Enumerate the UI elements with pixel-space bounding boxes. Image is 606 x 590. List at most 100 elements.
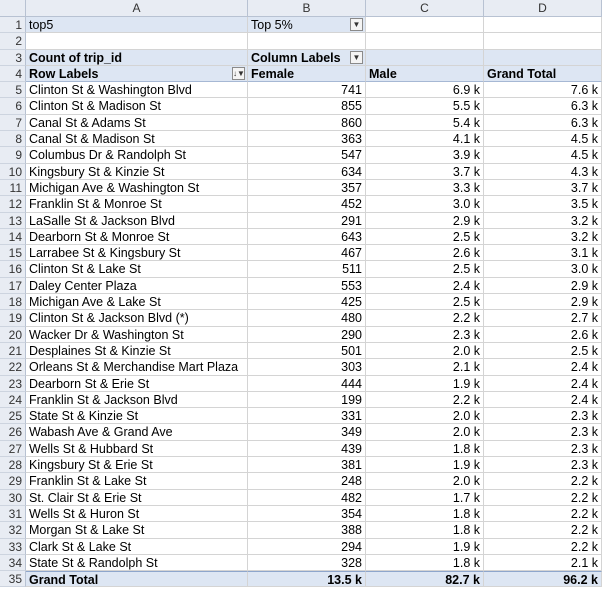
cell[interactable]	[484, 49, 602, 66]
female-count[interactable]: 482	[248, 489, 366, 506]
filter-icon[interactable]: ▼	[350, 50, 363, 64]
male-count[interactable]: 6.9 k	[366, 82, 484, 99]
row-header[interactable]: 2	[0, 33, 26, 50]
row-header[interactable]: 31	[0, 505, 26, 523]
row-label[interactable]: Wells St & Huron St	[26, 505, 248, 523]
grand-total-count[interactable]: 2.4 k	[484, 359, 602, 376]
male-count[interactable]: 2.4 k	[366, 277, 484, 295]
row-header[interactable]: 19	[0, 310, 26, 327]
row-label[interactable]: Desplaines St & Kinzie St	[26, 342, 248, 360]
row-header[interactable]: 9	[0, 147, 26, 164]
row-header[interactable]: 4	[0, 65, 26, 83]
row-label[interactable]: Michigan Ave & Lake St	[26, 294, 248, 311]
grand-total-count[interactable]: 3.0 k	[484, 261, 602, 278]
row-header[interactable]: 3	[0, 49, 26, 66]
row-label[interactable]: Dearborn St & Erie St	[26, 375, 248, 392]
grand-total-count[interactable]: 4.5 k	[484, 147, 602, 164]
female-count[interactable]: 388	[248, 522, 366, 539]
male-count[interactable]: 5.5 k	[366, 98, 484, 115]
row-label[interactable]: Columbus Dr & Randolph St	[26, 147, 248, 164]
male-count[interactable]: 1.8 k	[366, 440, 484, 458]
row-label[interactable]: Larrabee St & Kingsbury St	[26, 245, 248, 262]
male-count[interactable]: 1.7 k	[366, 489, 484, 506]
female-count[interactable]: 349	[248, 424, 366, 441]
grand-total-count[interactable]: 2.2 k	[484, 522, 602, 539]
column-header-c[interactable]: C	[366, 0, 484, 17]
row-label[interactable]: Clinton St & Washington Blvd	[26, 82, 248, 99]
grand-total-count[interactable]: 2.5 k	[484, 342, 602, 360]
column-header-a[interactable]: A	[26, 0, 248, 17]
row-label[interactable]: Wells St & Hubbard St	[26, 440, 248, 458]
male-count[interactable]: 2.6 k	[366, 245, 484, 262]
filter-value-cell[interactable]: Top 5% ▼	[248, 17, 366, 34]
filter-field-label[interactable]: top5	[26, 17, 248, 34]
grand-total-count[interactable]: 2.6 k	[484, 326, 602, 343]
male-count[interactable]: 2.5 k	[366, 294, 484, 311]
grand-total-count[interactable]: 2.9 k	[484, 294, 602, 311]
row-header[interactable]: 11	[0, 179, 26, 197]
male-count[interactable]: 2.2 k	[366, 391, 484, 409]
male-count[interactable]: 2.0 k	[366, 408, 484, 425]
row-header[interactable]: 5	[0, 82, 26, 99]
female-count[interactable]: 290	[248, 326, 366, 343]
male-count[interactable]: 2.0 k	[366, 424, 484, 441]
column-header-d[interactable]: D	[484, 0, 602, 17]
male-count[interactable]: 1.9 k	[366, 375, 484, 392]
male-count[interactable]: 1.8 k	[366, 505, 484, 523]
female-count[interactable]: 860	[248, 114, 366, 132]
row-label[interactable]: Canal St & Adams St	[26, 114, 248, 132]
row-header[interactable]: 23	[0, 375, 26, 392]
header-male[interactable]: Male	[366, 65, 484, 83]
row-header[interactable]: 1	[0, 17, 26, 34]
row-header[interactable]: 20	[0, 326, 26, 343]
row-header[interactable]: 28	[0, 457, 26, 474]
female-count[interactable]: 363	[248, 131, 366, 148]
row-header[interactable]: 25	[0, 408, 26, 425]
row-header[interactable]: 22	[0, 359, 26, 376]
row-header[interactable]: 30	[0, 489, 26, 506]
grand-total-count[interactable]: 2.2 k	[484, 489, 602, 506]
grand-total-count[interactable]: 3.2 k	[484, 212, 602, 229]
row-header[interactable]: 35	[0, 571, 26, 588]
row-label[interactable]: Franklin St & Lake St	[26, 473, 248, 490]
grand-total-count[interactable]: 3.7 k	[484, 179, 602, 197]
male-count[interactable]: 2.2 k	[366, 310, 484, 327]
row-label[interactable]: Orleans St & Merchandise Mart Plaza	[26, 359, 248, 376]
filter-icon[interactable]: ▼	[350, 18, 363, 31]
female-count[interactable]: 357	[248, 179, 366, 197]
male-count[interactable]: 1.8 k	[366, 522, 484, 539]
grand-total-count[interactable]: 2.9 k	[484, 277, 602, 295]
female-count[interactable]: 354	[248, 505, 366, 523]
row-label[interactable]: State St & Kinzie St	[26, 408, 248, 425]
grand-total-count[interactable]: 3.5 k	[484, 196, 602, 213]
cell[interactable]	[484, 17, 602, 34]
row-label[interactable]: Daley Center Plaza	[26, 277, 248, 295]
row-label[interactable]: State St & Randolph St	[26, 554, 248, 572]
row-header[interactable]: 6	[0, 98, 26, 115]
row-header[interactable]: 17	[0, 277, 26, 295]
male-count[interactable]: 1.9 k	[366, 457, 484, 474]
header-female[interactable]: Female	[248, 65, 366, 83]
male-count[interactable]: 4.1 k	[366, 131, 484, 148]
female-count[interactable]: 444	[248, 375, 366, 392]
female-count[interactable]: 480	[248, 310, 366, 327]
pivot-value-label[interactable]: Count of trip_id	[26, 49, 248, 66]
cell[interactable]	[366, 49, 484, 66]
row-label[interactable]: LaSalle St & Jackson Blvd	[26, 212, 248, 229]
row-header[interactable]: 21	[0, 342, 26, 360]
male-count[interactable]: 3.9 k	[366, 147, 484, 164]
male-count[interactable]: 2.0 k	[366, 473, 484, 490]
cell[interactable]	[366, 17, 484, 34]
male-count[interactable]: 5.4 k	[366, 114, 484, 132]
female-count[interactable]: 501	[248, 342, 366, 360]
row-header[interactable]: 15	[0, 245, 26, 262]
row-label[interactable]: Michigan Ave & Washington St	[26, 179, 248, 197]
grand-total-count[interactable]: 2.2 k	[484, 473, 602, 490]
female-count[interactable]: 248	[248, 473, 366, 490]
grand-total-female[interactable]: 13.5 k	[248, 571, 366, 588]
male-count[interactable]: 2.1 k	[366, 359, 484, 376]
cell[interactable]	[366, 33, 484, 50]
row-header[interactable]: 10	[0, 163, 26, 180]
grand-total-count[interactable]: 2.3 k	[484, 408, 602, 425]
male-count[interactable]: 1.9 k	[366, 538, 484, 555]
